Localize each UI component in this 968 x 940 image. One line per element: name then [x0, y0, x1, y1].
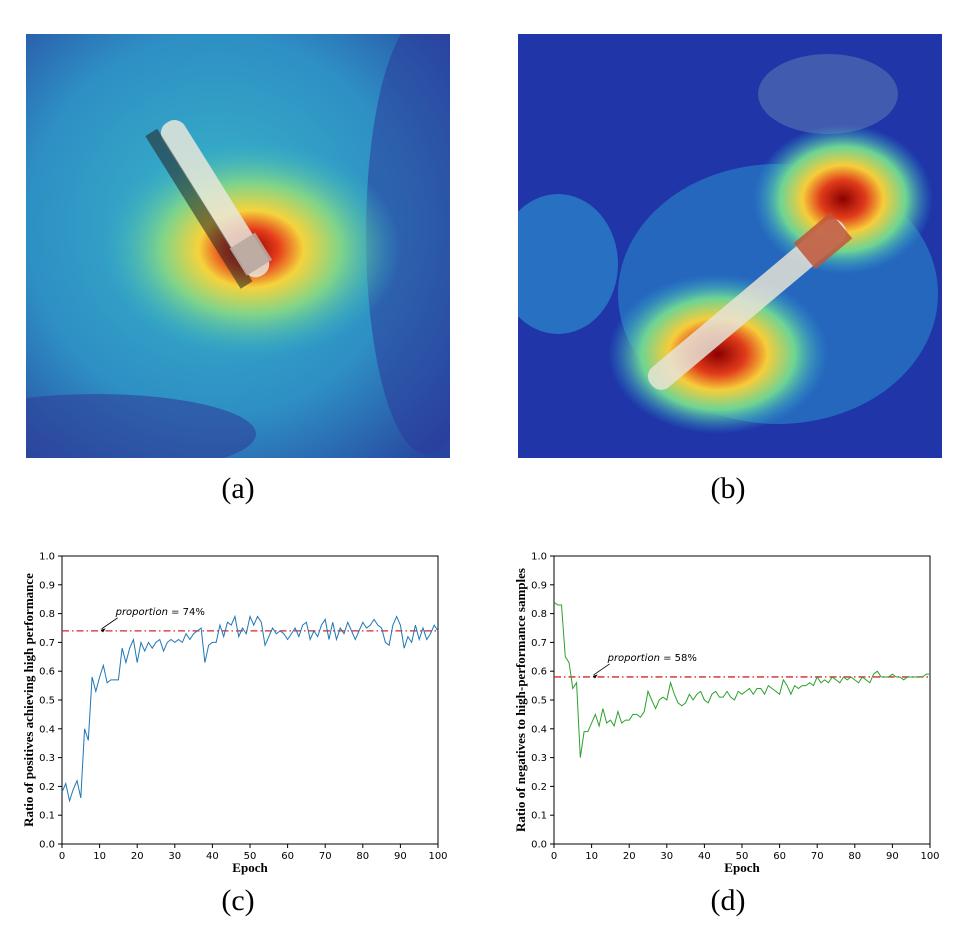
x-tick-label: 10: [93, 851, 106, 862]
annotation-arrowhead: [100, 628, 106, 633]
series-line: [61, 614, 439, 803]
x-axis-label: Epoch: [232, 860, 268, 875]
x-tick-label: 70: [811, 851, 824, 862]
x-tick-label: 60: [773, 851, 786, 862]
y-axis-label: Ratio of negatives to high-performance s…: [513, 568, 528, 832]
annotation-label: proportion: [607, 653, 660, 664]
caption-b: (b): [710, 472, 746, 505]
y-tick-label: 1.0: [531, 552, 547, 563]
annotation-text: proportion = 74%: [115, 607, 205, 618]
caption-a: (a): [221, 472, 255, 505]
annotation-arrow: [593, 663, 610, 676]
heatmap-image-a: [26, 34, 450, 458]
x-tick-label: 40: [206, 851, 219, 862]
y-tick-label: 0.1: [39, 811, 55, 822]
plot-frame: [553, 555, 931, 845]
x-tick-label: 20: [623, 851, 636, 862]
y-tick-label: 0.4: [531, 724, 547, 735]
x-tick-label: 30: [168, 851, 181, 862]
x-tick-label: 90: [394, 851, 407, 862]
y-tick-label: 0.3: [39, 753, 55, 764]
caption-d: (d): [710, 884, 746, 917]
annotation-label: proportion: [115, 607, 168, 618]
y-tick-label: 0.7: [39, 638, 55, 649]
annotation-value: = 74%: [168, 607, 205, 618]
x-tick-label: 0: [551, 851, 557, 862]
y-axis-label: Ratio of positives achieving high perfor…: [21, 573, 36, 827]
x-tick-label: 50: [736, 851, 749, 862]
y-tick-label: 0.5: [531, 696, 547, 707]
x-axis-label: Epoch: [724, 860, 760, 875]
x-tick-label: 70: [319, 851, 332, 862]
annotation-arrow: [101, 617, 118, 630]
x-tick-label: 90: [886, 851, 899, 862]
series-line: [553, 601, 930, 758]
y-tick-label: 0.9: [39, 580, 55, 591]
y-tick-label: 0.2: [39, 782, 55, 793]
y-tick-label: 0.2: [531, 782, 547, 793]
x-tick-label: 10: [585, 851, 598, 862]
x-tick-label: 20: [131, 851, 144, 862]
y-tick-label: 0.5: [39, 696, 55, 707]
y-tick-label: 0.3: [531, 753, 547, 764]
annotation-arrowhead: [592, 674, 598, 679]
plot-frame: [61, 555, 439, 845]
y-tick-label: 0.4: [39, 724, 55, 735]
annotation-value: = 58%: [660, 653, 697, 664]
chart-d: 0.0 0.1 0.2 0.3 0.4 0.5 0.6 0.7 0.8 0.9 1.0 0 10 20 30…: [512, 548, 942, 878]
y-tick-label: 0.8: [39, 609, 55, 620]
y-tick-label: 0.6: [531, 667, 547, 678]
y-tick-label: 0.1: [531, 811, 547, 822]
x-tick-label: 0: [59, 851, 65, 862]
x-tick-label: 80: [356, 851, 369, 862]
x-tick-label: 60: [281, 851, 294, 862]
x-tick-label: 30: [660, 851, 673, 862]
x-tick-label: 50: [244, 851, 257, 862]
caption-c: (c): [221, 884, 255, 917]
y-tick-label: 0.7: [531, 638, 547, 649]
annotation-text: proportion = 58%: [607, 653, 697, 664]
y-tick-label: 1.0: [39, 552, 55, 563]
y-tick-label: 0.9: [531, 580, 547, 591]
x-tick-label: 100: [920, 851, 939, 862]
x-tick-label: 80: [848, 851, 861, 862]
y-tick-label: 0.0: [531, 840, 547, 851]
x-tick-label: 40: [698, 851, 711, 862]
heatmap-image-b: [518, 34, 942, 458]
chart-c: 0.0 0.1 0.2 0.3 0.4 0.5 0.6 0.7 0.8 0.9 1.0 0 10 20 30…: [20, 548, 450, 878]
x-tick-label: 100: [428, 851, 447, 862]
y-tick-label: 0.0: [39, 840, 55, 851]
y-tick-label: 0.8: [531, 609, 547, 620]
y-tick-label: 0.6: [39, 667, 55, 678]
